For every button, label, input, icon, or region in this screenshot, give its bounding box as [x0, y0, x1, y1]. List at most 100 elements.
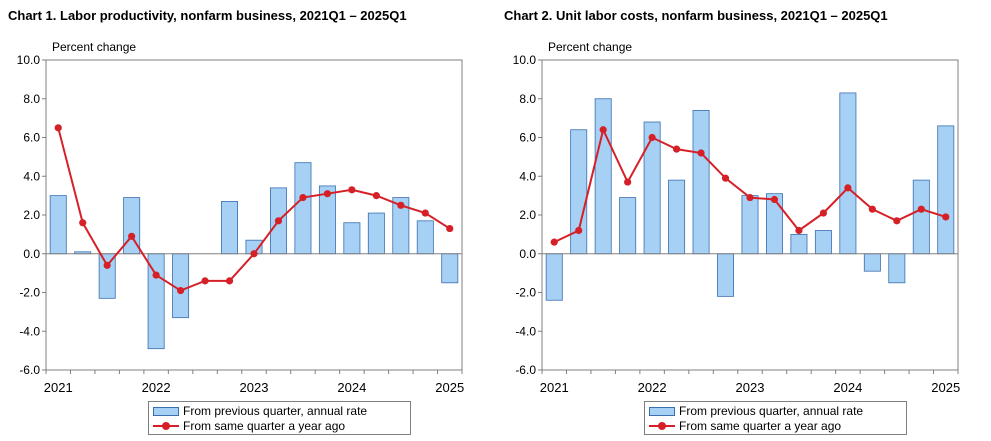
x-tick-label: 2023: [736, 380, 765, 395]
bar: [790, 233, 808, 255]
y-tick-label: 0.0: [23, 247, 40, 261]
line-point: [770, 195, 779, 204]
bar: [49, 195, 67, 255]
line-marker-swatch-icon: [153, 421, 179, 431]
bar: [343, 222, 361, 255]
line-point: [250, 250, 258, 258]
line-point: [868, 205, 876, 213]
bar: [221, 201, 239, 255]
line-point: [128, 232, 136, 240]
x-tick-label: 2024: [833, 380, 862, 395]
chart-2-legend-bar-label: From previous quarter, annual rate: [679, 404, 864, 418]
bar: [367, 212, 385, 255]
bar: [863, 253, 881, 272]
line-point: [152, 271, 160, 279]
line-point: [697, 149, 705, 157]
chart-2-legend-line-label: From same quarter a year ago: [679, 419, 842, 433]
y-tick-label: -2.0: [515, 286, 536, 300]
line-point: [323, 190, 332, 198]
chart-1-legend-bar-entry: From previous quarter, annual rate: [149, 403, 367, 419]
x-tick-label: 2025: [931, 380, 960, 395]
bar: [147, 253, 165, 350]
y-tick-label: 10.0: [513, 53, 537, 67]
bar: [888, 253, 906, 284]
series-line: [57, 127, 451, 292]
bar: [741, 195, 759, 255]
y-tick-label: -6.0: [19, 363, 40, 377]
y-tick-label: 2.0: [519, 208, 536, 222]
bar: [594, 98, 612, 255]
line-point: [176, 286, 185, 295]
line-point: [274, 217, 283, 225]
line-point: [54, 124, 62, 132]
bar: [98, 253, 116, 299]
line-point: [421, 209, 429, 217]
bar: [172, 253, 190, 319]
bar-swatch-icon: [153, 406, 179, 416]
bar: [416, 220, 434, 255]
chart-2-title: Chart 2. Unit labor costs, nonfarm busin…: [504, 8, 888, 23]
chart-1-legend-line-entry: From same quarter a year ago: [149, 418, 345, 434]
x-tick-label: 2021: [44, 380, 73, 395]
line-point: [348, 186, 356, 194]
line-point: [672, 145, 681, 153]
chart-1-ylabel: Percent change: [52, 40, 137, 54]
line-point: [624, 178, 632, 186]
bar: [937, 125, 955, 255]
chart-2-legend: From previous quarter, annual rate From …: [644, 401, 907, 435]
line-marker-swatch-icon: [649, 421, 675, 431]
bar: [717, 253, 735, 297]
x-tick-label: 2022: [142, 380, 171, 395]
line-point: [103, 261, 111, 269]
line-point: [79, 219, 87, 227]
bar: [692, 109, 710, 255]
y-tick-label: -6.0: [515, 363, 536, 377]
line-point: [893, 217, 901, 225]
x-tick-label: 2022: [638, 380, 667, 395]
chart-1-legend-bar-label: From previous quarter, annual rate: [183, 404, 368, 418]
y-tick-label: 8.0: [23, 92, 40, 106]
y-tick-label: 4.0: [519, 169, 536, 183]
y-tick-label: 4.0: [23, 169, 40, 183]
chart-1-plot: 10.0 8.0 6.0 4.0 2.0 0.0 -2.0 -4.0 -6.0 2021 2022 2…: [17, 53, 465, 395]
bar: [912, 179, 930, 255]
y-tick-label: -4.0: [19, 324, 40, 338]
line-point: [917, 205, 925, 213]
chart-2-ylabel: Percent change: [548, 40, 633, 54]
line-point: [201, 277, 209, 285]
line-point: [721, 174, 730, 182]
x-tick-label: 2023: [240, 380, 269, 395]
line-point: [550, 238, 558, 246]
chart-1-legend: From previous quarter, annual rate From …: [148, 401, 411, 435]
line-point: [575, 226, 583, 235]
chart-2-panel: Chart 2. Unit labor costs, nonfarm busin…: [496, 0, 991, 441]
line-point: [819, 209, 828, 217]
bar: [441, 253, 459, 284]
bar: [294, 162, 312, 255]
line-point: [795, 226, 803, 235]
line-point: [446, 224, 454, 233]
x-tick-label: 2024: [337, 380, 366, 395]
line-point: [397, 201, 405, 209]
bar: [668, 179, 686, 255]
bar: [570, 129, 588, 255]
chart-1-title: Chart 1. Labor productivity, nonfarm bus…: [8, 8, 407, 23]
bar-swatch-icon: [649, 406, 675, 416]
line-point: [942, 213, 950, 221]
line-point: [648, 133, 656, 142]
y-tick-label: 6.0: [23, 131, 40, 145]
chart-1-panel: Chart 1. Labor productivity, nonfarm bus…: [0, 0, 495, 441]
bar: [643, 121, 661, 255]
y-tick-label: 8.0: [519, 92, 536, 106]
bar: [814, 230, 832, 255]
bar: [619, 197, 637, 255]
bar: [545, 253, 563, 301]
x-tick-label: 2025: [435, 380, 464, 395]
bar: [839, 92, 857, 255]
chart-1-legend-line-label: From same quarter a year ago: [183, 419, 346, 433]
line-point: [372, 192, 380, 200]
chart-2-plot: 10.0 8.0 6.0 4.0 2.0 0.0 -2.0 -4.0 -6.0 2021 2022 2…: [513, 53, 961, 395]
line-point: [746, 193, 754, 202]
line-point: [225, 277, 234, 285]
y-tick-label: 10.0: [17, 53, 41, 67]
